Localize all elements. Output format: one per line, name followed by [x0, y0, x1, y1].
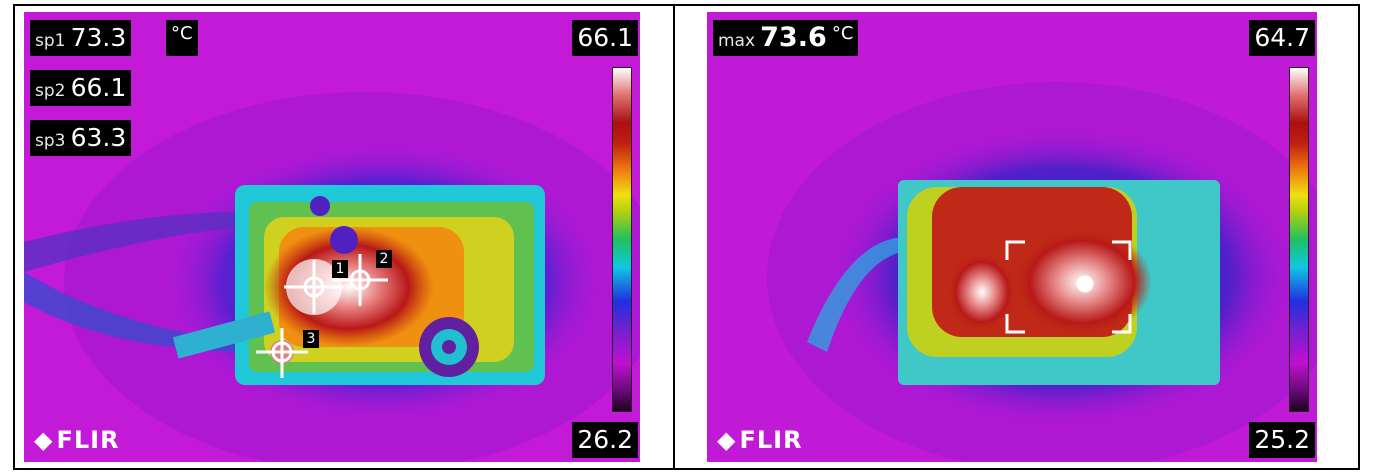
scale-max: 66.1	[572, 20, 638, 56]
spot-label: sp1	[35, 31, 65, 51]
spot-label: sp3	[35, 131, 65, 151]
spot-readout: sp2 66.1	[30, 70, 131, 106]
thermal-scene	[707, 12, 1317, 462]
page: {"panels": [ {"readouts": [{"label": "sp…	[0, 0, 1373, 475]
thermal-image: sp1 73.3 °C sp2 66.1 sp3 63.3 66.1 26.2 …	[24, 12, 640, 462]
max-label: max	[718, 31, 755, 51]
spot-label: sp2	[35, 81, 65, 101]
spot-value: 63.3	[71, 123, 127, 152]
color-scale	[1289, 67, 1309, 412]
color-scale	[612, 67, 632, 412]
scale-max: 64.7	[1249, 20, 1315, 56]
spot-value: 73.3	[71, 23, 127, 52]
cell-divider	[673, 4, 675, 470]
scale-min: 25.2	[1249, 422, 1315, 458]
spot-readout: sp3 63.3	[30, 120, 131, 156]
spot-readout: sp1 73.3	[30, 20, 131, 56]
thermal-image: max 73.6 °C 64.7 25.2 FLIR	[707, 12, 1317, 462]
logo: FLIR	[717, 426, 803, 454]
unit-box: °C	[166, 20, 198, 56]
spot-marker: 1	[332, 260, 348, 278]
spot-value: 66.1	[71, 73, 127, 102]
spot-marker: 2	[376, 250, 392, 268]
scale-min: 26.2	[572, 422, 638, 458]
unit: °C	[832, 23, 854, 44]
spot-marker: 3	[303, 330, 319, 348]
max-value: 73.6	[760, 22, 827, 53]
logo: FLIR	[34, 426, 120, 454]
unit: °C	[171, 23, 193, 44]
max-readout: max 73.6 °C	[713, 20, 858, 56]
